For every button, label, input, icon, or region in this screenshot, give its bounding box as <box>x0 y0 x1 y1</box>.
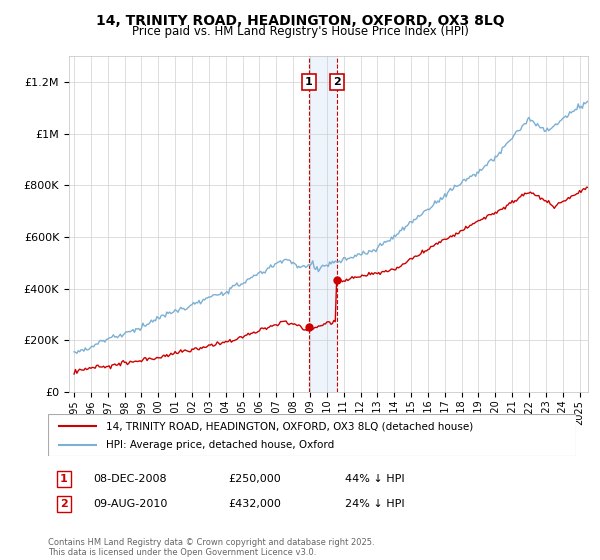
Text: 24% ↓ HPI: 24% ↓ HPI <box>345 499 404 509</box>
Text: 2: 2 <box>60 499 68 509</box>
Text: 08-DEC-2008: 08-DEC-2008 <box>93 474 167 484</box>
Text: Price paid vs. HM Land Registry's House Price Index (HPI): Price paid vs. HM Land Registry's House … <box>131 25 469 38</box>
Text: 2: 2 <box>333 77 341 87</box>
Text: 14, TRINITY ROAD, HEADINGTON, OXFORD, OX3 8LQ: 14, TRINITY ROAD, HEADINGTON, OXFORD, OX… <box>95 14 505 28</box>
Text: 1: 1 <box>60 474 68 484</box>
Text: 44% ↓ HPI: 44% ↓ HPI <box>345 474 404 484</box>
Text: HPI: Average price, detached house, Oxford: HPI: Average price, detached house, Oxfo… <box>106 440 334 450</box>
Text: Contains HM Land Registry data © Crown copyright and database right 2025.
This d: Contains HM Land Registry data © Crown c… <box>48 538 374 557</box>
Bar <box>309 56 337 392</box>
Text: £432,000: £432,000 <box>228 499 281 509</box>
Text: 09-AUG-2010: 09-AUG-2010 <box>93 499 167 509</box>
Text: £250,000: £250,000 <box>228 474 281 484</box>
Text: 1: 1 <box>305 77 313 87</box>
Text: 14, TRINITY ROAD, HEADINGTON, OXFORD, OX3 8LQ (detached house): 14, TRINITY ROAD, HEADINGTON, OXFORD, OX… <box>106 421 473 431</box>
FancyBboxPatch shape <box>48 414 576 456</box>
